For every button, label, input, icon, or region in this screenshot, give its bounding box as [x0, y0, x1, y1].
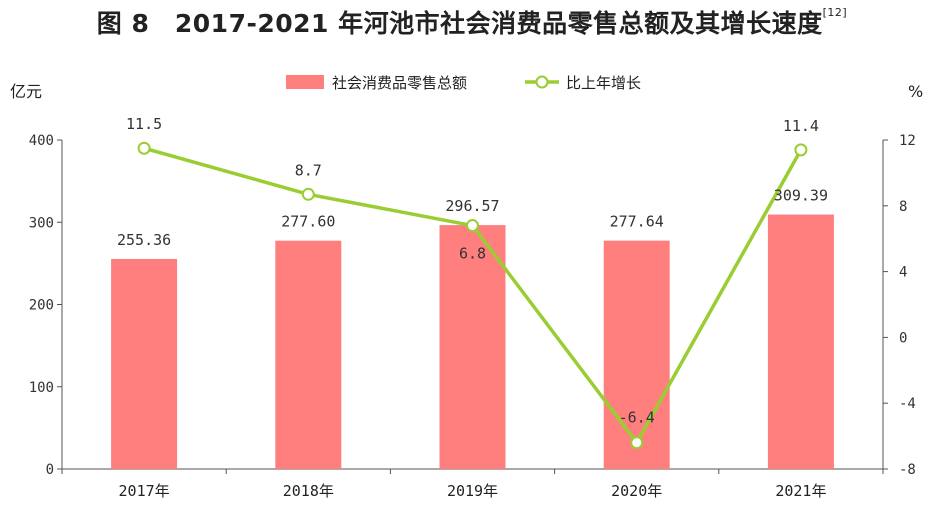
bar-series	[111, 214, 834, 469]
x-tick-label: 2019年	[447, 482, 498, 500]
line-data-label: -6.4	[619, 409, 655, 427]
bar	[111, 258, 178, 469]
right-axis-unit: %	[908, 82, 923, 101]
legend-line-marker	[535, 75, 549, 89]
bar-data-label: 309.39	[774, 187, 828, 205]
right-tick-label: -8	[899, 462, 916, 478]
title-reference: [12]	[822, 6, 848, 19]
line-series	[137, 141, 808, 450]
left-tick-label: 200	[29, 298, 54, 314]
line-data-label: 8.7	[295, 161, 322, 179]
line-point	[466, 219, 479, 233]
x-tick-label: 2018年	[283, 482, 334, 500]
bar-data-label: 296.57	[445, 197, 499, 215]
bar	[767, 214, 834, 469]
right-tick-label: 12	[899, 133, 916, 149]
x-tick-label: 2020年	[611, 482, 662, 500]
axes: 0 100 200 300 400 -8 -4 0 4 8 12 2017年 2018年 2019年 202…	[10, 82, 923, 500]
x-tick-label: 2017年	[119, 482, 170, 500]
right-tick-label: -4	[899, 396, 916, 412]
line-data-label: 11.4	[783, 117, 819, 135]
right-tick-label: 8	[899, 199, 907, 215]
bar-data-label: 277.64	[610, 213, 664, 231]
x-tick-label: 2021年	[775, 482, 826, 500]
line-data-label: 11.5	[126, 115, 162, 133]
data-labels: 255.36 277.60 296.57 277.64 309.39 11.5 8.7 6.8…	[117, 115, 828, 426]
line-point	[137, 141, 151, 155]
line-point	[794, 143, 808, 157]
legend-bar-swatch	[286, 75, 324, 89]
bar	[439, 225, 506, 469]
legend: 社会消费品零售总额 比上年增长	[286, 74, 641, 92]
legend-line-label: 比上年增长	[566, 74, 641, 92]
line-data-label: 6.8	[459, 245, 486, 263]
left-tick-label: 0	[46, 462, 54, 478]
bar-data-label: 277.60	[281, 213, 335, 231]
legend-bar-label: 社会消费品零售总额	[332, 74, 467, 92]
left-axis-unit: 亿元	[10, 82, 42, 101]
left-tick-label: 100	[29, 380, 54, 396]
bar-data-label: 255.36	[117, 231, 171, 249]
left-tick-label: 400	[29, 133, 54, 149]
line-point	[301, 187, 315, 201]
right-tick-label: 4	[899, 265, 907, 281]
right-tick-label: 0	[899, 330, 907, 346]
bar	[275, 240, 342, 469]
bar	[603, 240, 670, 469]
chart-title: 图 8 2017-2021 年河池市社会消费品零售总额及其增长速度[12]	[0, 4, 944, 40]
chart-title-text: 图 8 2017-2021 年河池市社会消费品零售总额及其增长速度	[96, 9, 823, 38]
line-point	[630, 436, 644, 450]
left-tick-label: 300	[29, 215, 54, 231]
